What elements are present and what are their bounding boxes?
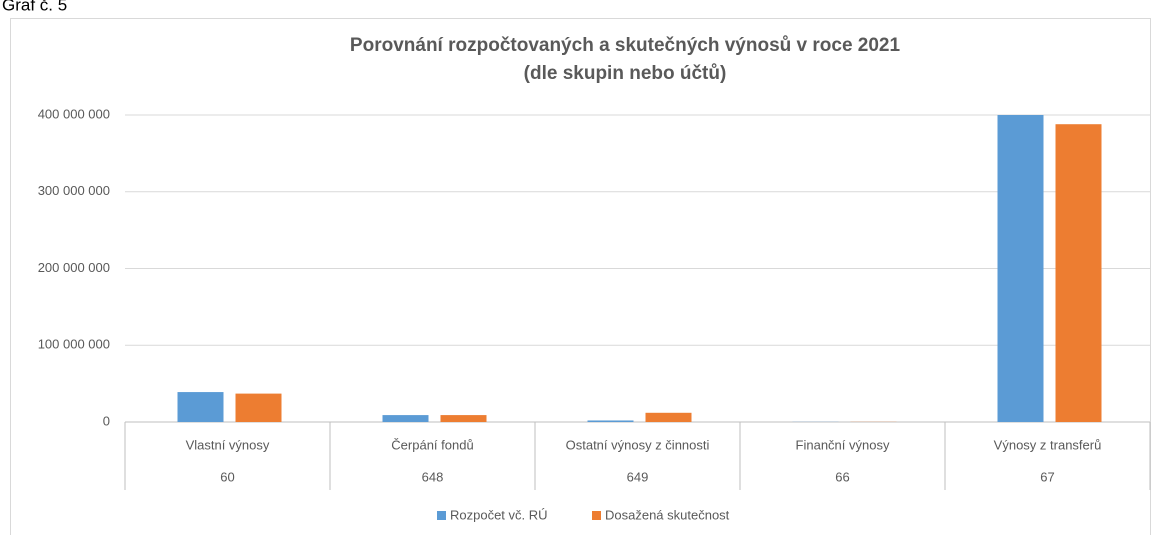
y-tick-label: 100 000 000: [38, 337, 110, 352]
caption: Graf č. 5: [2, 0, 67, 14]
x-tick-label: Ostatní výnosy z činnosti: [566, 437, 710, 452]
bar: [997, 115, 1044, 422]
y-tick-label: 400 000 000: [38, 106, 110, 121]
x-tick-code: 67: [1040, 469, 1054, 484]
chart-title: Porovnání rozpočtovaných a skutečných vý…: [350, 35, 901, 56]
x-tick-code: 60: [220, 469, 234, 484]
chart-frame: [10, 18, 1151, 535]
legend-label: Dosažená skutečnost: [605, 507, 730, 522]
legend-swatch: [592, 511, 601, 520]
chart-title: (dle skupin nebo účtů): [524, 63, 727, 84]
legend-label: Rozpočet vč. RÚ: [450, 507, 548, 522]
legend-swatch: [437, 511, 446, 520]
x-tick-label: Finanční výnosy: [796, 437, 890, 452]
bar: [645, 412, 692, 422]
x-tick-code: 66: [835, 469, 849, 484]
x-tick-label: Čerpání fondů: [391, 437, 473, 452]
y-tick-label: 300 000 000: [38, 183, 110, 198]
bar: [235, 393, 282, 422]
bar: [382, 415, 429, 422]
x-tick-label: Vlastní výnosy: [186, 437, 270, 452]
x-tick-code: 649: [627, 469, 649, 484]
bar: [587, 420, 634, 422]
y-tick-label: 0: [103, 413, 110, 428]
bar: [440, 415, 487, 422]
y-tick-label: 200 000 000: [38, 260, 110, 275]
x-tick-label: Výnosy z transferů: [994, 437, 1102, 452]
x-tick-code: 648: [422, 469, 444, 484]
bar: [177, 392, 224, 422]
bar: [1055, 124, 1102, 423]
